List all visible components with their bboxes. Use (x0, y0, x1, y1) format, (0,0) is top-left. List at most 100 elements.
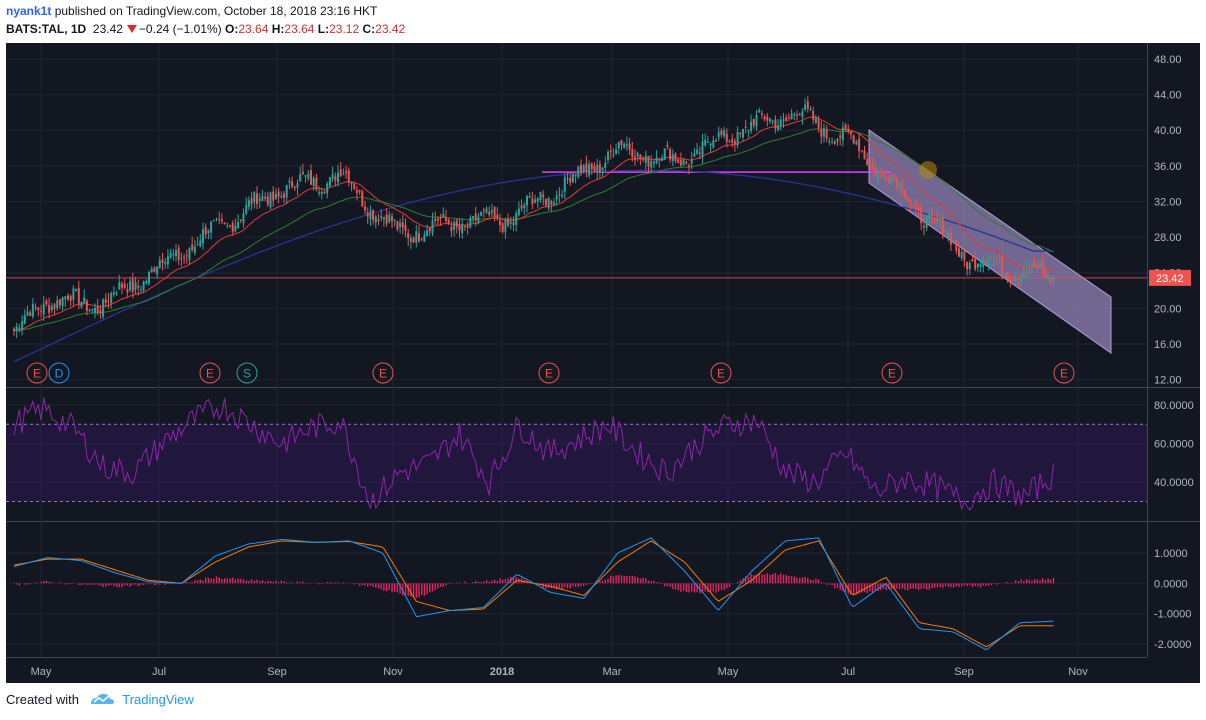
candle-body (85, 300, 88, 311)
candle-body (64, 296, 67, 300)
event-marker (48, 362, 70, 384)
candle-body (555, 195, 558, 200)
candle-body (369, 210, 372, 220)
candle-body (588, 164, 591, 176)
candle-body (536, 198, 539, 202)
candle-body (944, 231, 947, 233)
candle-body (463, 226, 466, 228)
candle-body (650, 160, 653, 168)
candle-body (23, 315, 26, 324)
candle-body (725, 133, 728, 142)
candle-body (328, 177, 331, 187)
publish-info: published on TradingView.com, October 18… (54, 4, 378, 18)
candle-body (747, 129, 750, 131)
candle-body (806, 101, 809, 109)
candle-body (407, 232, 410, 239)
candle-body (169, 252, 172, 259)
last-price: 23.42 (92, 22, 123, 36)
candle-body (199, 240, 202, 247)
event-marker-label: E (717, 367, 725, 381)
candle-body (326, 183, 329, 194)
candle-body (1028, 268, 1031, 270)
macd-line (13, 537, 1054, 651)
candle-body (1025, 269, 1028, 275)
symbol-label[interactable]: BATS:TAL, 1D (6, 22, 87, 36)
candle-body (593, 166, 596, 173)
candle-body (631, 149, 634, 158)
candle-body (385, 214, 388, 224)
tradingview-logo-icon (90, 693, 114, 704)
candle-body (607, 151, 609, 160)
event-marker-label: E (33, 367, 41, 381)
candle-body (342, 173, 345, 175)
candle-body (177, 247, 180, 260)
candle-body (1017, 278, 1020, 280)
candle-body (833, 141, 836, 144)
candle-body (1009, 279, 1012, 281)
candle-body (426, 230, 429, 236)
candle-body (442, 213, 445, 218)
candle-body (94, 307, 96, 313)
candle-body (779, 119, 782, 127)
candle-body (517, 208, 520, 215)
price-axis-tick: 16.00 (1154, 339, 1182, 351)
candle-body (191, 244, 194, 250)
candle-body (758, 110, 761, 113)
candle-body (990, 257, 993, 259)
tradingview-link[interactable]: TradingView (122, 692, 194, 707)
author-link[interactable]: nyank1t (6, 4, 52, 18)
candle-body (639, 154, 642, 160)
candle-body (1030, 261, 1033, 267)
candle-body (418, 233, 420, 242)
event-marker (26, 362, 48, 384)
candle-body (733, 141, 736, 145)
candle-body (53, 304, 56, 309)
candle-body (895, 178, 898, 188)
candle-body (717, 132, 720, 138)
candle-body (836, 138, 839, 142)
candle-body (150, 269, 153, 272)
candle-body (423, 234, 426, 242)
candle-body (655, 157, 658, 164)
chart-svg[interactable]: E D E S E E E E E48.0044.0040.0036.0032.0028.002… (6, 43, 1200, 683)
candle-body (131, 278, 134, 292)
event-marker-label: E (206, 367, 214, 381)
candle-body (239, 219, 242, 221)
candle-body (220, 219, 223, 222)
time-axis-tick: Sep (954, 666, 974, 678)
candle-body (752, 118, 755, 126)
candle-body (399, 222, 402, 227)
candle-body (315, 177, 318, 190)
candle-body (850, 131, 852, 135)
rsi-axis-tick: 80.0000 (1154, 400, 1194, 412)
candle-body (72, 288, 75, 300)
candle-body (156, 266, 159, 275)
candle-body (847, 129, 850, 133)
candle-body (312, 177, 315, 186)
candle-body (582, 165, 585, 172)
ema-50-line (13, 128, 1054, 332)
candle-body (558, 193, 561, 195)
candle-body (277, 191, 280, 197)
time-axis-tick: Nov (1068, 666, 1088, 678)
candle-body (1041, 261, 1044, 271)
candle-body (814, 117, 817, 123)
chart-area[interactable]: E D E S E E E E E 48.00 44.00 40.00 36.00 32.00 28.00 2… (6, 43, 1200, 683)
candle-body (104, 299, 107, 303)
candle-body (512, 222, 515, 225)
candle-body (453, 222, 456, 230)
candle-body (796, 114, 798, 117)
time-axis-tick: May (31, 666, 52, 678)
candle-body (550, 201, 553, 205)
candle-body (404, 224, 407, 232)
candle-body (839, 135, 842, 138)
candle-body (715, 140, 717, 142)
candle-body (434, 218, 437, 221)
price-axis-tick: 36.00 (1154, 161, 1182, 173)
candle-body (193, 246, 196, 254)
candle-body (723, 130, 726, 137)
candle-body (925, 216, 928, 229)
candle-body (777, 125, 780, 131)
ohlc-line: BATS:TAL, 1D 23.42 −0.24 (−1.01%) O:23.64… (6, 22, 405, 36)
low-value: 23.12 (329, 22, 360, 36)
